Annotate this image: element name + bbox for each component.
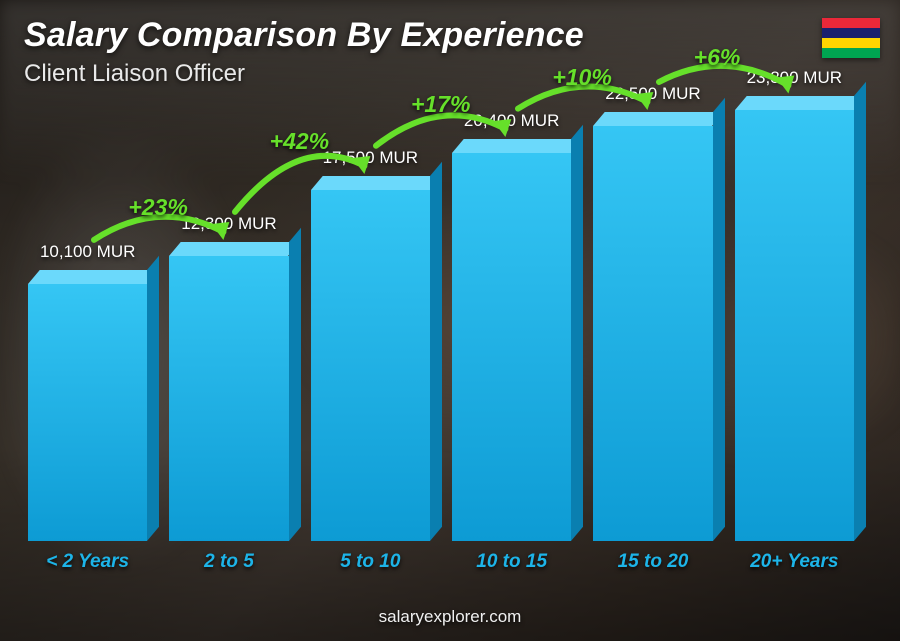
bar-side-face <box>430 162 442 541</box>
x-label: 5 to 10 <box>311 551 430 573</box>
bar-top-face <box>735 96 866 110</box>
bar-0: 10,100 MUR <box>28 110 147 541</box>
bar-side-face <box>571 125 583 541</box>
bar-side-face <box>147 255 159 541</box>
x-label: 15 to 20 <box>593 551 712 573</box>
delta-label: +42% <box>270 128 329 155</box>
flag-stripe-2 <box>822 28 880 38</box>
bar-front-face <box>311 190 430 541</box>
bar-body: 23,800 MUR <box>735 110 854 541</box>
bar-top-face <box>311 176 442 190</box>
bar-front-face <box>593 126 712 541</box>
bar-body: 10,100 MUR <box>28 284 147 541</box>
bar-top-face <box>593 112 724 126</box>
bar-5: 23,800 MUR <box>735 110 854 541</box>
page-title: Salary Comparison By Experience <box>24 16 584 55</box>
bar-side-face <box>713 98 725 541</box>
chart-stage: Salary Comparison By Experience Client L… <box>0 0 900 641</box>
bar-top-face <box>28 270 159 284</box>
x-label: 2 to 5 <box>169 551 288 573</box>
x-label: 10 to 15 <box>452 551 571 573</box>
bar-2: 17,500 MUR <box>311 110 430 541</box>
bar-front-face <box>28 284 147 541</box>
bar-3: 20,400 MUR <box>452 110 571 541</box>
bar-body: 20,400 MUR <box>452 153 571 541</box>
bar-body: 22,500 MUR <box>593 126 712 541</box>
delta-label: +17% <box>411 91 470 118</box>
x-label: < 2 Years <box>28 551 147 573</box>
x-labels-container: < 2 Years 2 to 5 5 to 10 10 to 15 15 to 20 20… <box>28 551 854 573</box>
bar-top-face <box>452 139 583 153</box>
bars-container: 10,100 MUR12,300 MUR17,500 MUR20,400 MUR… <box>28 110 854 541</box>
bar-value-label: 10,100 MUR <box>40 242 135 262</box>
bar-value-label: 20,400 MUR <box>464 111 559 131</box>
flag-stripe-4 <box>822 48 880 58</box>
country-flag <box>822 18 880 58</box>
bar-value-label: 12,300 MUR <box>181 214 276 234</box>
delta-label: +6% <box>694 44 741 71</box>
bar-4: 22,500 MUR <box>593 110 712 541</box>
footer-site: salaryexplorer.com <box>0 607 900 627</box>
bar-value-label: 23,800 MUR <box>747 68 842 88</box>
bar-chart: 10,100 MUR12,300 MUR17,500 MUR20,400 MUR… <box>28 110 854 569</box>
bar-value-label: 22,500 MUR <box>605 84 700 104</box>
x-label: 20+ Years <box>735 551 854 573</box>
bar-front-face <box>735 110 854 541</box>
bar-side-face <box>289 227 301 541</box>
page-subtitle: Client Liaison Officer <box>24 60 245 88</box>
bar-front-face <box>452 153 571 541</box>
bar-body: 12,300 MUR <box>169 256 288 541</box>
bar-body: 17,500 MUR <box>311 190 430 541</box>
bar-1: 12,300 MUR <box>169 110 288 541</box>
bar-top-face <box>169 242 300 256</box>
flag-stripe-3 <box>822 38 880 48</box>
bar-front-face <box>169 256 288 541</box>
delta-label: +10% <box>552 64 611 91</box>
bar-value-label: 17,500 MUR <box>323 148 418 168</box>
bar-side-face <box>854 82 866 541</box>
flag-stripe-1 <box>822 18 880 28</box>
delta-label: +23% <box>128 194 187 221</box>
